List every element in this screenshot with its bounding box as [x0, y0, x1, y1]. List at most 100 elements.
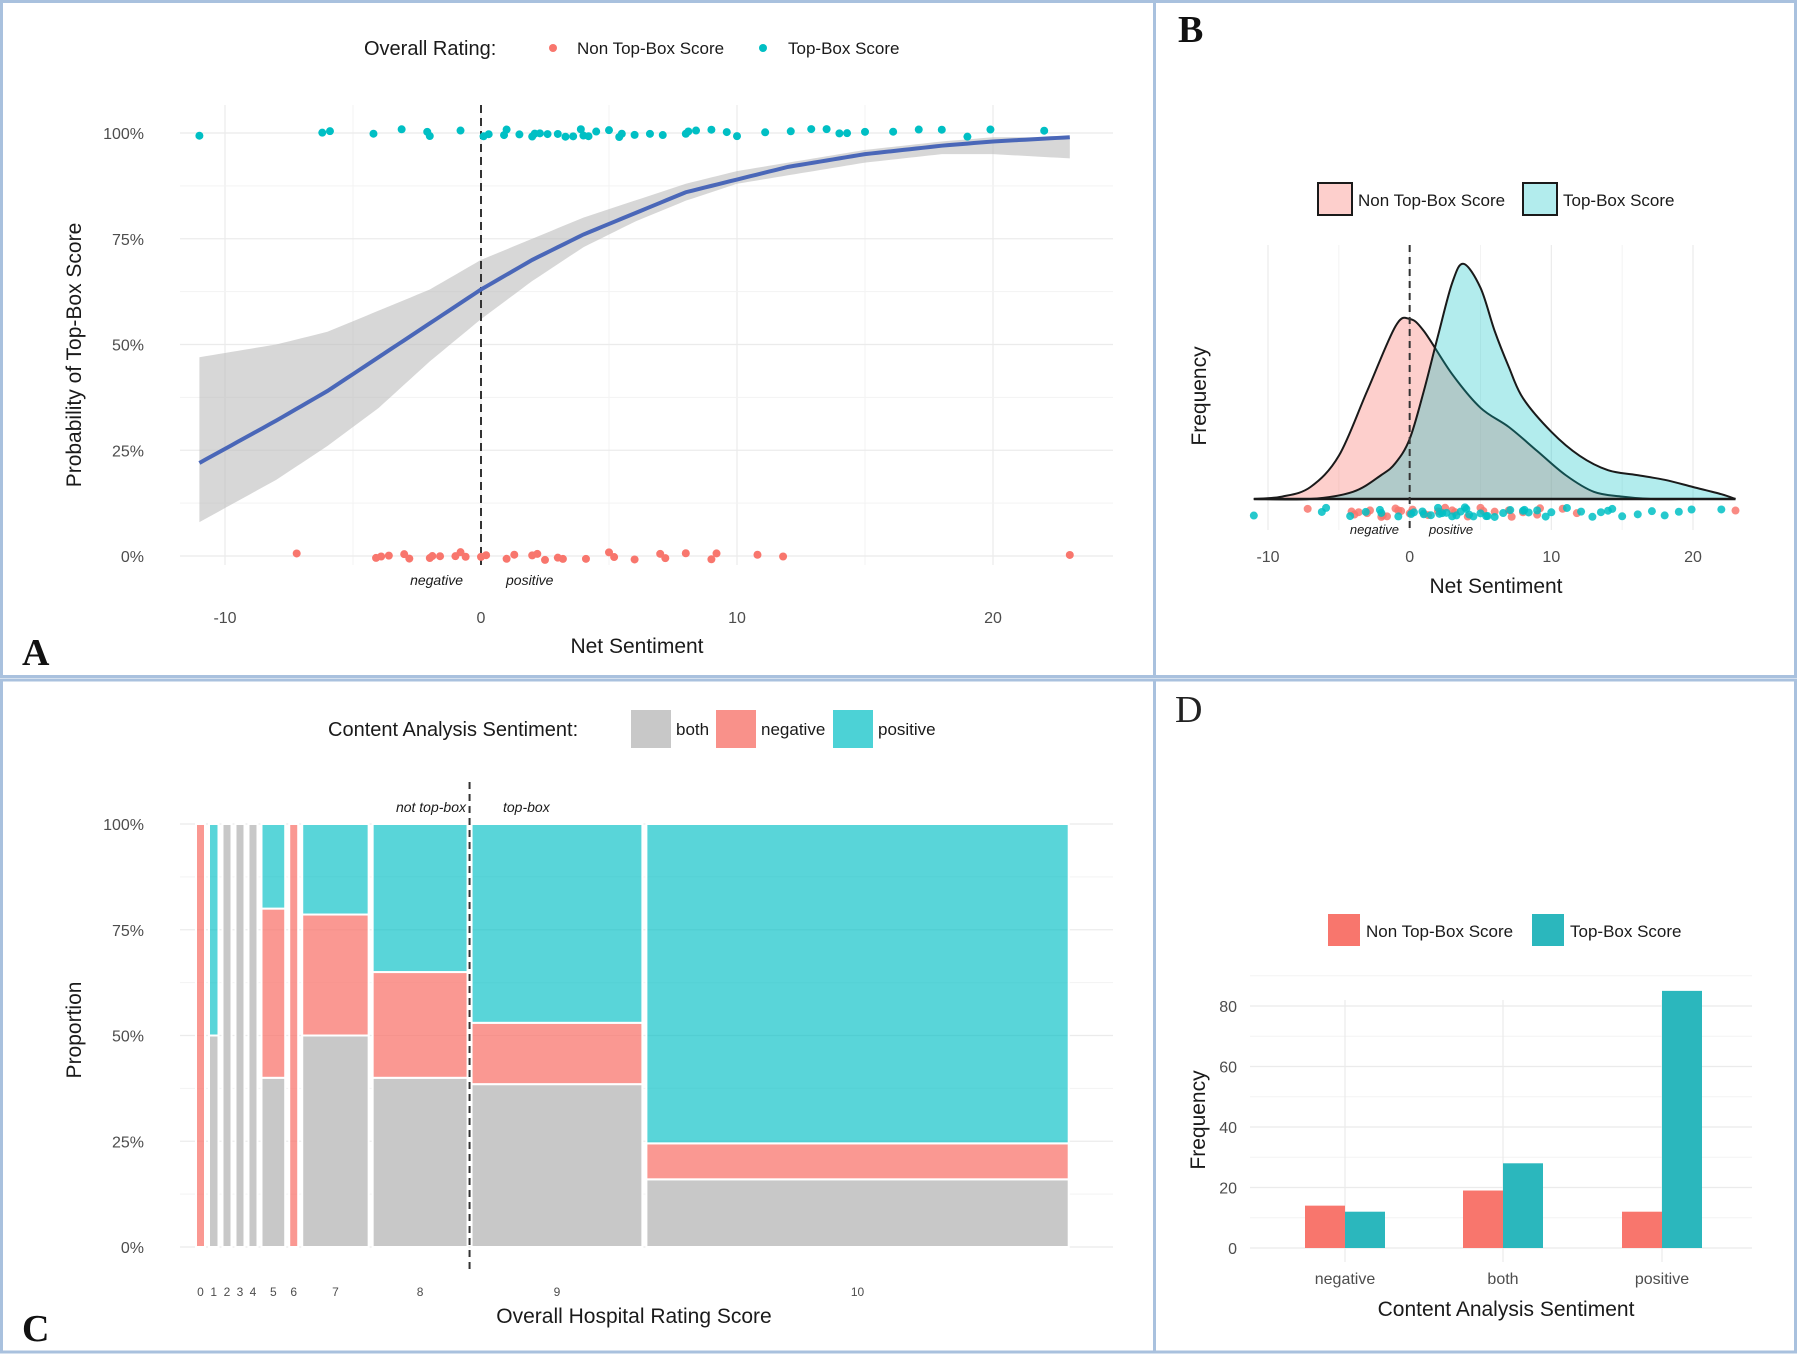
panel-a-point-top-box	[684, 127, 693, 136]
panel-a-point-top-box	[456, 126, 465, 135]
panel-a-point-top-box	[843, 129, 852, 138]
panel-a-point-non-top-box	[681, 549, 690, 558]
panel-b-rug-point-top-box	[1524, 508, 1533, 517]
panel-a-point-top-box	[515, 130, 524, 139]
panel-c-y-tick-label: 25%	[112, 1134, 144, 1151]
panel-a-point-non-top-box	[610, 553, 619, 562]
panel-a-point-top-box	[617, 129, 626, 138]
panel-b-ticks: -10 0 10 20	[1256, 549, 1702, 566]
panel-a-point-non-top-box	[461, 552, 470, 561]
panel-d-legend-label-non-top-box: Non Top-Box Score	[1366, 922, 1513, 941]
panel-c-x-tick-label: 3	[237, 1285, 244, 1299]
panel-c-segment-positive	[470, 823, 644, 1024]
panel-a-legend-key-top-box	[759, 44, 767, 52]
panel-a-point-top-box	[1040, 126, 1049, 135]
panel-b-rug-point-top-box	[1588, 512, 1597, 521]
panel-a-point-top-box	[861, 127, 869, 136]
panel-b-rug-point-non-top-box	[1507, 512, 1516, 521]
panel-frame-a	[0, 0, 1156, 678]
panel-a-point-top-box	[761, 128, 770, 137]
panel-d-legend-label-top-box: Top-Box Score	[1570, 922, 1682, 941]
panel-c-x-tick-label: 6	[290, 1285, 297, 1299]
panel-a-ticks: -10 0 10 20 0% 25% 50% 75% 100%	[103, 126, 1002, 627]
panel-b-rug-point-top-box	[1717, 505, 1726, 514]
panel-b-rug-point-top-box	[1562, 503, 1571, 512]
panel-b-legend-label-top-box: Top-Box Score	[1563, 191, 1675, 210]
panel-c-y-tick-label: 50%	[112, 1029, 144, 1046]
panel-d-bars	[1305, 990, 1702, 1248]
panel-a-point-top-box	[914, 125, 923, 134]
panel-a-point-top-box	[576, 125, 585, 134]
panel-a-legend-label-non-top-box: Non Top-Box Score	[577, 39, 724, 58]
panel-b-rug-point-top-box	[1506, 506, 1515, 515]
panel-c-segment-negative	[301, 913, 370, 1037]
panel-a-point-top-box	[592, 127, 601, 136]
panel-a-point-top-box	[733, 132, 741, 141]
panel-b-rug-point-top-box	[1577, 507, 1586, 516]
panel-c-segment-both	[645, 1178, 1070, 1248]
panel-a-point-non-top-box	[384, 551, 393, 560]
panel-b-x-tick-label: 10	[1542, 549, 1560, 566]
panel-letter-d: D	[1175, 689, 1202, 731]
panel-b-legend-key-non-top-box	[1317, 182, 1353, 216]
panel-b-rug-point-top-box	[1419, 510, 1428, 519]
panel-b-y-axis-title: Frequency	[1188, 346, 1211, 446]
panel-b-rug-point-top-box	[1674, 507, 1683, 516]
panel-d-bar-top-box	[1662, 990, 1702, 1248]
panel-c-mosaic-bars	[195, 823, 1070, 1249]
panel-b: -10 0 10 20 Non Top-Box Score Top-Box Score…	[1178, 9, 1740, 598]
panel-c-x-tick-label: 1	[210, 1285, 217, 1299]
panel-c-legend-key-both	[631, 710, 671, 748]
panel-c-segment-negative	[645, 1142, 1070, 1181]
panel-a-point-non-top-box	[405, 554, 414, 563]
panel-c-y-tick-label: 0%	[121, 1240, 144, 1257]
panel-a-point-non-top-box	[1065, 550, 1074, 559]
panel-a-point-top-box	[318, 128, 327, 137]
panel-c-segment-both	[371, 1076, 469, 1249]
panel-a-point-top-box	[369, 129, 378, 138]
panel-c-x-tick-label: 8	[417, 1285, 424, 1299]
panel-a-point-top-box	[658, 131, 667, 140]
panel-c-segment-positive	[208, 823, 220, 1037]
panel-c-group-label-not-top-box: not top-box	[396, 799, 467, 815]
panel-a-point-non-top-box	[377, 552, 386, 561]
panel-b-x-axis-title: Net Sentiment	[1429, 575, 1562, 598]
panel-d-bar-non-top-box	[1305, 1205, 1345, 1248]
panel-a-y-tick-label: 0%	[121, 549, 144, 566]
panel-b-rug-point-top-box	[1322, 503, 1331, 512]
panel-a-point-top-box	[937, 125, 946, 134]
panel-a-point-top-box	[645, 129, 654, 138]
panel-a-legend-title: Overall Rating:	[364, 38, 496, 60]
panel-c-legend-label-both: both	[676, 720, 709, 739]
panel-b-rug-point-top-box	[1426, 511, 1435, 520]
panel-d-y-tick-label: 20	[1219, 1181, 1237, 1198]
panel-c-segment-both	[208, 1034, 220, 1248]
panel-c: 0% 25% 50% 75% 100% 0 1 2 3 4 5 6 7 8 9 10 Content Anal…	[22, 710, 1113, 1350]
panel-a-point-non-top-box	[502, 554, 511, 563]
panel-c-legend-label-positive: positive	[878, 720, 936, 739]
panel-a-point-top-box	[630, 130, 639, 139]
panel-a-point-non-top-box	[661, 554, 670, 563]
panel-a-annotation-negative: negative	[410, 572, 463, 588]
panel-a-point-top-box	[692, 126, 701, 135]
panel-b-rug-point-top-box	[1394, 512, 1403, 521]
panel-c-y-tick-label: 75%	[112, 923, 144, 940]
panel-a-y-tick-label: 100%	[103, 126, 144, 143]
panel-a-point-top-box	[502, 125, 511, 134]
panel-a-point-non-top-box	[753, 550, 762, 559]
panel-a-x-tick-label: 20	[984, 610, 1002, 627]
panel-a-logistic-fit	[198, 135, 1070, 465]
panel-b-rug-points	[1249, 503, 1740, 521]
panel-c-x-tick-label: 4	[250, 1285, 257, 1299]
panel-a-point-non-top-box	[292, 549, 301, 558]
panel-b-annotation-positive: positive	[1428, 522, 1473, 537]
panel-a-legend-key-non-top-box	[549, 44, 557, 52]
panel-c-x-tick-label: 0	[197, 1285, 204, 1299]
panel-d-x-tick-label: both	[1487, 1271, 1518, 1288]
panel-b-rug-point-top-box	[1647, 507, 1656, 516]
panel-b-rug-point-top-box	[1633, 510, 1642, 519]
panel-c-segment-both	[470, 1083, 644, 1249]
panel-b-rug-point-top-box	[1547, 508, 1556, 517]
